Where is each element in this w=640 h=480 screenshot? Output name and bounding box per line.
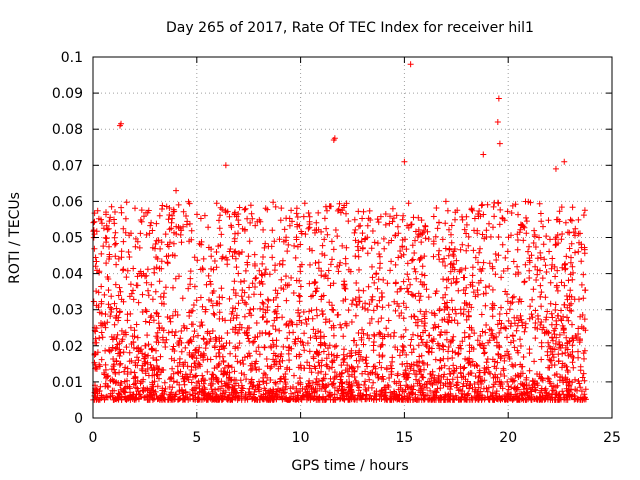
- y-axis-label: ROTI / TECUs: [7, 192, 23, 284]
- roti-outlier-point: [222, 162, 229, 169]
- roti-outlier-point: [480, 151, 487, 158]
- x-tick-label: 25: [603, 430, 621, 446]
- roti-outlier-point: [331, 135, 338, 142]
- x-tick-label: 15: [395, 430, 413, 446]
- y-tick-label: 0.08: [52, 122, 83, 138]
- roti-outlier-point: [496, 140, 503, 147]
- roti-point: [90, 198, 589, 403]
- y-tick-label: 0.05: [52, 231, 83, 247]
- roti-outlier-point: [552, 165, 559, 172]
- y-tick-label: 0.03: [52, 303, 83, 319]
- x-tick-label: 0: [89, 430, 98, 446]
- roti-outlier-point: [401, 158, 408, 165]
- y-tick-label: 0.01: [52, 375, 83, 391]
- x-axis-label: GPS time / hours: [291, 458, 408, 474]
- roti-outlier-point: [118, 120, 125, 127]
- y-tick-label: 0.1: [61, 50, 83, 66]
- roti-outlier-point: [407, 61, 414, 68]
- data-points: [90, 61, 589, 403]
- y-tick-label: 0.06: [52, 194, 83, 210]
- roti-outlier-point: [561, 158, 568, 165]
- x-tick-label: 5: [192, 430, 201, 446]
- x-tick-label: 20: [499, 430, 517, 446]
- chart-title: Day 265 of 2017, Rate Of TEC Index for r…: [166, 20, 534, 36]
- y-tick-label: 0: [74, 411, 83, 427]
- x-tick-labels: 0 5 10 15 20 25: [89, 430, 621, 446]
- y-tick-label: 0.09: [52, 86, 83, 102]
- y-tick-labels: 0 0.01 0.02 0.03 0.04 0.05 0.06 0.07 0.08 0.09 0.1: [52, 50, 83, 427]
- y-tick-label: 0.02: [52, 339, 83, 355]
- roti-outlier-point: [495, 95, 502, 102]
- roti-outlier-point: [494, 118, 501, 125]
- y-tick-label: 0.07: [52, 158, 83, 174]
- roti-outlier-point: [173, 187, 180, 194]
- y-tick-label: 0.04: [52, 267, 83, 283]
- x-tick-label: 10: [292, 430, 310, 446]
- axis-ticks: [92, 56, 613, 419]
